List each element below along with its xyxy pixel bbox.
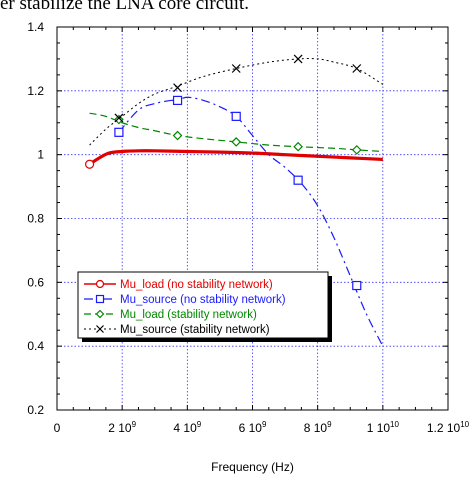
legend-box — [77, 271, 329, 339]
x-tick-exponent: 10 — [460, 420, 469, 429]
y-tick-label: 1 — [37, 148, 44, 162]
x-axis-label: Frequency (Hz) — [211, 460, 294, 474]
series-marker — [172, 130, 183, 141]
x-tick-exponent: 9 — [262, 420, 267, 429]
legend: Mu_load (no stability network) Mu_source … — [77, 271, 332, 342]
legend-label: Mu_load (no stability network) — [120, 279, 273, 291]
legend-label: Mu_load (stability network) — [120, 309, 257, 321]
y-tick-label: 1.2 — [27, 84, 44, 98]
series-marker — [293, 54, 303, 64]
x-tick-label: 2 109 — [108, 420, 136, 435]
legend-entry: Mu_load (stability network) — [84, 309, 257, 321]
legend-entry: Mu_load (no stability network) — [84, 279, 273, 291]
x-tick-label: 0 — [54, 421, 61, 435]
series-marker — [293, 175, 303, 185]
x-tick-exponent: 9 — [132, 420, 137, 429]
x-tick-exponent: 9 — [197, 420, 202, 429]
legend-label: Mu_source (stability network) — [120, 324, 270, 336]
legend-label: Mu_source (no stability network) — [120, 294, 286, 306]
x-tick-mantissa: 1 10 — [367, 421, 391, 435]
series-marker — [293, 141, 303, 152]
series-marker — [96, 325, 104, 333]
series-marker — [114, 113, 124, 123]
series-marker — [231, 137, 242, 147]
y-tick-labels: 0.2 0.4 0.6 0.8 1 1.2 1.4 — [27, 20, 44, 417]
x-tick-label: 1 1010 — [367, 420, 400, 435]
caption-text: er stabilize the LNA core circuit. — [0, 0, 474, 23]
series-marker — [95, 279, 105, 289]
series-2 — [114, 95, 384, 347]
series-marker — [95, 309, 105, 319]
x-tick-exponent: 9 — [327, 420, 332, 429]
legend-entry: Mu_source (stability network) — [84, 324, 270, 336]
series-marker — [114, 127, 124, 137]
series-marker — [352, 64, 362, 73]
legend-entries: Mu_load (no stability network) Mu_source … — [84, 279, 286, 336]
series-line — [118, 96, 384, 347]
y-tick-label: 1.4 — [27, 20, 44, 34]
series-line — [89, 58, 384, 146]
grid — [57, 27, 448, 410]
x-tick-mantissa: 1.2 10 — [427, 421, 461, 435]
x-tick-label: 8 109 — [304, 420, 332, 435]
series-line — [89, 112, 383, 153]
caption-line: er stabilize the LNA core circuit. — [0, 0, 250, 14]
series-marker — [84, 159, 95, 169]
x-tick-mantissa: 6 10 — [239, 421, 263, 435]
series-4 — [89, 54, 384, 146]
legend-entry: Mu_source (no stability network) — [84, 294, 286, 306]
series-1 — [84, 149, 383, 169]
x-tick-exponent: 10 — [390, 420, 399, 429]
x-tick-mantissa: 8 10 — [304, 421, 328, 435]
series-marker — [351, 145, 362, 155]
x-tick-label: 1.2 1010 — [427, 420, 470, 435]
series-lines — [84, 54, 384, 347]
tick-marks — [56, 26, 449, 411]
y-tick-label: 0.8 — [27, 212, 44, 226]
series-marker — [231, 111, 241, 121]
series-marker — [231, 64, 241, 73]
x-tick-label: 4 109 — [173, 420, 201, 435]
series-line — [88, 149, 383, 166]
series-marker — [173, 83, 182, 93]
y-tick-label: 0.4 — [27, 339, 44, 353]
x-tick-mantissa: 0 — [54, 421, 61, 435]
series-marker — [352, 280, 362, 291]
y-tick-label: 0.2 — [27, 403, 44, 417]
x-tick-label: 6 109 — [239, 420, 267, 435]
x-tick-mantissa: 2 10 — [108, 421, 132, 435]
series-marker — [172, 95, 183, 106]
series-marker — [95, 294, 105, 304]
x-tick-mantissa: 4 10 — [173, 421, 197, 435]
y-tick-label: 0.6 — [27, 275, 44, 289]
